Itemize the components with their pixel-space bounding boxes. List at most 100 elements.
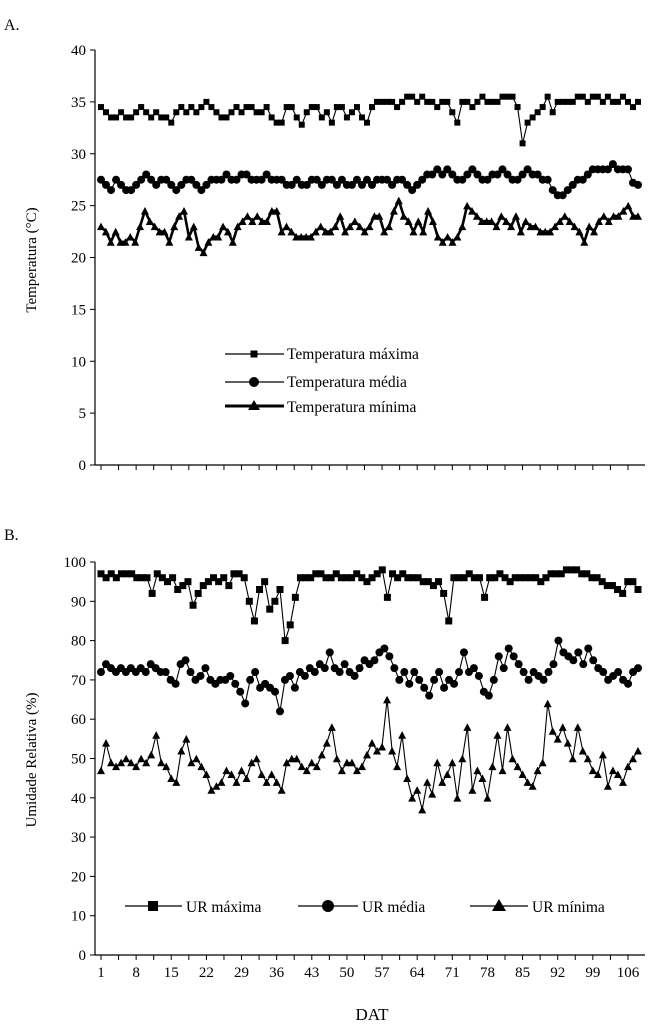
data-point-triangle	[277, 786, 286, 794]
data-point-triangle	[598, 750, 607, 759]
data-point-square	[107, 570, 115, 578]
data-point-square	[527, 574, 535, 582]
data-point-circle	[276, 707, 284, 716]
data-point-triangle	[403, 774, 412, 782]
panel-a-label: A.	[4, 17, 20, 34]
data-point-square	[363, 578, 371, 586]
data-point-triangle	[468, 786, 477, 794]
data-point-square	[524, 119, 531, 126]
data-point-triangle	[228, 238, 237, 246]
data-point-square	[624, 98, 631, 105]
data-point-triangle	[428, 790, 437, 798]
data-point-triangle	[111, 227, 120, 236]
data-point-circle	[127, 186, 136, 195]
data-point-square	[547, 570, 555, 578]
x-tick-label: 8	[132, 965, 140, 981]
data-point-circle	[325, 648, 334, 657]
data-point-square	[213, 109, 220, 116]
x-tick-label: 99	[585, 965, 600, 981]
data-point-square	[569, 98, 576, 105]
data-point-triangle	[316, 222, 325, 231]
data-point-circle	[415, 675, 424, 684]
data-point-square	[516, 574, 524, 582]
data-point-square	[614, 586, 622, 594]
data-point-triangle	[453, 794, 462, 802]
data-point-square	[394, 574, 402, 582]
data-point-triangle	[302, 766, 311, 775]
data-point-square	[363, 119, 370, 126]
data-point-circle	[236, 687, 245, 696]
data-point-triangle	[558, 723, 567, 731]
data-point-square	[286, 621, 294, 629]
data-point-triangle	[518, 770, 527, 779]
data-point-square	[399, 570, 407, 578]
data-point-triangle	[523, 778, 532, 786]
legend-item-temp-max: Temperatura máxima	[225, 346, 419, 363]
data-point-square	[383, 593, 391, 601]
data-point-triangle	[252, 754, 261, 763]
data-point-triangle	[573, 723, 582, 731]
data-point-circle	[473, 170, 482, 179]
data-point-triangle	[189, 222, 198, 231]
data-point-triangle	[473, 766, 482, 775]
data-point-triangle	[182, 735, 191, 743]
data-point-triangle	[463, 723, 472, 731]
data-point-triangle	[619, 207, 628, 215]
y-tick-label: 40	[71, 43, 86, 59]
data-point-triangle	[179, 207, 188, 215]
data-point-square	[583, 570, 591, 578]
data-point-circle	[499, 664, 508, 673]
panel-a-series	[97, 93, 642, 257]
data-point-circle	[285, 671, 294, 680]
data-point-circle	[599, 668, 608, 677]
data-point-circle	[440, 683, 449, 692]
data-point-triangle	[528, 782, 537, 790]
data-point-triangle	[326, 227, 335, 236]
data-point-triangle	[503, 723, 512, 731]
data-point-square	[198, 104, 205, 111]
data-point-triangle	[498, 766, 507, 775]
data-point-triangle	[588, 766, 597, 775]
data-point-triangle	[137, 754, 146, 763]
x-tick-label: 71	[445, 965, 460, 981]
data-point-triangle	[177, 746, 186, 755]
data-point-square	[609, 98, 616, 105]
data-point-triangle	[150, 222, 159, 231]
data-point-square	[564, 98, 571, 105]
data-point-circle	[232, 175, 241, 184]
data-point-triangle	[222, 766, 231, 775]
data-point-triangle	[342, 758, 351, 767]
data-point-circle	[463, 170, 472, 179]
data-point-triangle	[341, 227, 350, 236]
data-point-triangle	[253, 212, 262, 220]
data-point-triangle	[175, 212, 184, 220]
data-point-triangle	[443, 770, 452, 779]
data-point-square	[148, 114, 155, 121]
data-point-square	[559, 98, 566, 105]
data-point-square	[189, 601, 197, 609]
data-point-square	[258, 109, 265, 116]
data-point-triangle	[394, 196, 403, 205]
data-point-square	[266, 605, 274, 613]
data-point-circle	[410, 668, 419, 677]
data-point-triangle	[618, 778, 627, 786]
data-point-square	[348, 109, 355, 116]
data-point-square	[506, 578, 514, 586]
data-point-square	[542, 574, 550, 582]
data-point-triangle	[634, 212, 642, 220]
data-point-triangle	[375, 212, 384, 220]
data-point-circle	[202, 180, 211, 189]
data-point-triangle	[580, 238, 589, 246]
data-point-triangle	[493, 731, 502, 739]
data-point-circle	[186, 668, 195, 677]
data-point-square	[604, 93, 611, 100]
data-point-circle	[518, 170, 527, 179]
data-point-square	[118, 109, 125, 116]
data-point-square	[378, 566, 386, 574]
data-point-square	[419, 578, 427, 586]
data-point-triangle	[157, 758, 166, 767]
data-point-triangle	[604, 217, 613, 225]
x-tick-label: 64	[410, 965, 426, 981]
data-point-square	[163, 114, 170, 121]
data-point-triangle	[593, 770, 602, 779]
